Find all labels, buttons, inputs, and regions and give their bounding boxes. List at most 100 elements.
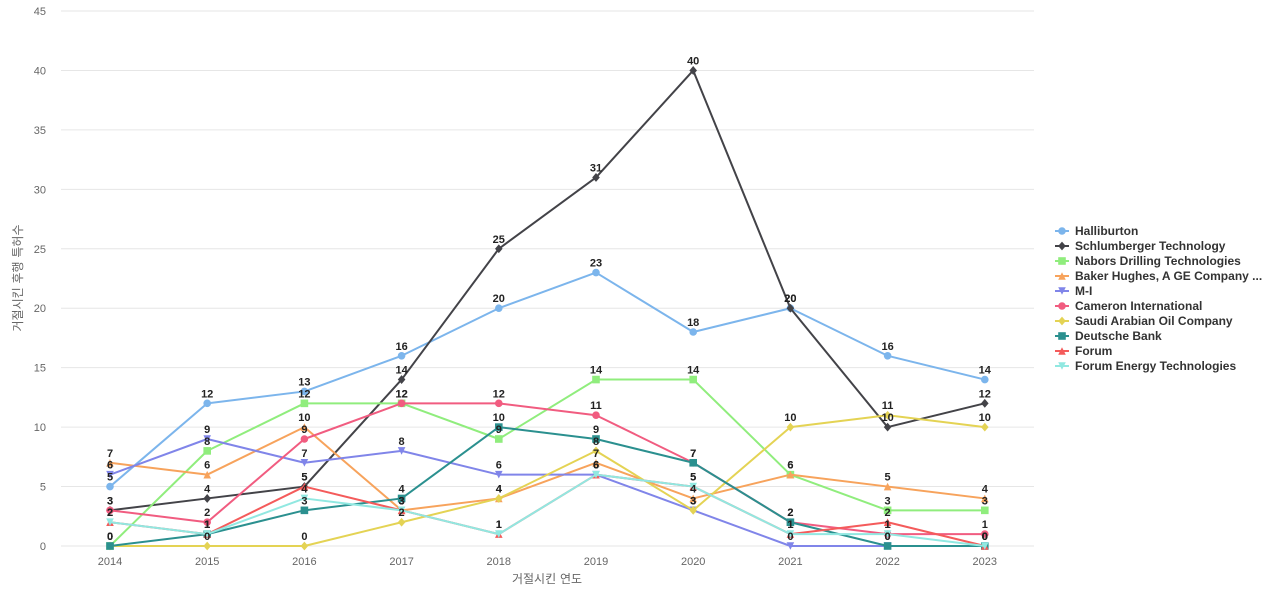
data-label: 20 [784, 293, 796, 305]
data-label: 8 [399, 436, 405, 448]
legend-label: Deutsche Bank [1075, 329, 1162, 343]
data-point [592, 470, 600, 479]
data-label: 0 [982, 531, 988, 543]
data-label: 11 [882, 400, 894, 412]
legend-item[interactable]: Forum Energy Technologies [1055, 359, 1236, 373]
data-point [786, 518, 795, 527]
data-point [592, 375, 600, 384]
data-label: 10 [979, 412, 991, 424]
legend-item[interactable]: Forum [1055, 344, 1112, 358]
data-point [203, 399, 211, 408]
legend-label: Forum [1075, 344, 1112, 358]
y-tick-label: 10 [34, 422, 46, 434]
data-point [300, 458, 309, 467]
data-point [397, 494, 406, 503]
data-point [495, 435, 503, 443]
data-label: 6 [787, 460, 793, 472]
legend-label: Forum Energy Technologies [1075, 359, 1236, 373]
data-label: 0 [982, 531, 988, 543]
legend-item[interactable]: Halliburton [1055, 224, 1138, 238]
legend-marker [1058, 347, 1066, 355]
series-line [109, 271, 986, 488]
data-point [786, 303, 795, 313]
data-label: 2 [204, 507, 210, 519]
data-label: 1 [787, 519, 793, 531]
data-label: 3 [107, 495, 113, 507]
data-label: 4 [204, 483, 211, 495]
y-tick-label: 20 [34, 303, 46, 315]
data-label: 3 [399, 495, 405, 507]
data-point [981, 506, 989, 515]
data-point [397, 351, 406, 360]
series-0 [106, 268, 989, 491]
data-label: 14 [590, 365, 603, 377]
data-label: 5 [885, 472, 891, 484]
x-tick-label: 2023 [973, 556, 997, 568]
y-tick-label: 40 [34, 65, 46, 77]
legend-item[interactable]: Schlumberger Technology [1055, 239, 1226, 253]
data-label: 31 [590, 162, 602, 174]
x-tick-label: 2014 [98, 556, 122, 568]
data-label: 4 [301, 483, 308, 495]
data-label: 14 [687, 365, 700, 377]
data-point [495, 530, 503, 538]
y-tick-label: 15 [34, 363, 46, 375]
legend-item[interactable]: Cameron International [1055, 299, 1202, 313]
data-label: 12 [395, 388, 407, 400]
data-label: 1 [885, 519, 891, 531]
data-point [203, 518, 211, 527]
series-line [110, 414, 985, 547]
data-label: 10 [298, 412, 310, 424]
data-point [495, 423, 503, 431]
data-point [981, 375, 989, 384]
legend-item[interactable]: Nabors Drilling Technologies [1055, 254, 1241, 268]
data-label: 4 [982, 483, 989, 495]
legend-marker [1058, 257, 1066, 265]
series-line [109, 473, 985, 547]
x-tick-label: 2016 [292, 556, 316, 568]
x-axis-title: 거절시킨 연도 [512, 572, 582, 586]
data-label: 4 [399, 483, 406, 495]
data-label: 10 [493, 412, 505, 424]
data-label: 20 [784, 293, 796, 305]
data-label: 3 [885, 495, 891, 507]
data-point [495, 494, 503, 503]
data-label: 7 [690, 448, 696, 460]
data-label: 0 [787, 531, 793, 543]
legend-item[interactable]: Saudi Arabian Oil Company [1055, 314, 1233, 328]
data-label: 1 [496, 519, 502, 531]
data-point [203, 435, 211, 443]
data-label: 23 [590, 258, 602, 270]
legend-marker [1058, 227, 1066, 235]
data-label: 1 [496, 519, 502, 531]
data-point [883, 530, 892, 538]
y-axis-title: 거절시킨 후행 특허수 [10, 225, 25, 332]
data-label: 3 [399, 495, 405, 507]
data-label: 16 [395, 341, 407, 353]
data-point [203, 494, 211, 503]
data-point [689, 494, 697, 503]
legend-item[interactable]: M-I [1055, 284, 1092, 298]
data-point [786, 530, 795, 538]
data-label: 5 [301, 472, 307, 484]
data-point [300, 423, 309, 431]
data-label: 3 [301, 495, 307, 507]
data-point [397, 506, 406, 515]
data-point [106, 482, 114, 491]
data-label: 10 [881, 412, 893, 424]
legend-item[interactable]: Deutsche Bank [1055, 329, 1162, 343]
data-label: 1 [204, 519, 210, 531]
data-label: 0 [982, 531, 988, 543]
data-label: 1 [982, 519, 988, 531]
data-point [981, 530, 989, 538]
data-label: 0 [301, 531, 307, 543]
data-label: 1 [885, 519, 891, 531]
data-point [786, 542, 795, 550]
data-point [689, 505, 697, 515]
data-label: 6 [593, 460, 599, 472]
legend-marker [1058, 287, 1066, 295]
legend-item[interactable]: Baker Hughes, A GE Company ... [1055, 269, 1262, 283]
